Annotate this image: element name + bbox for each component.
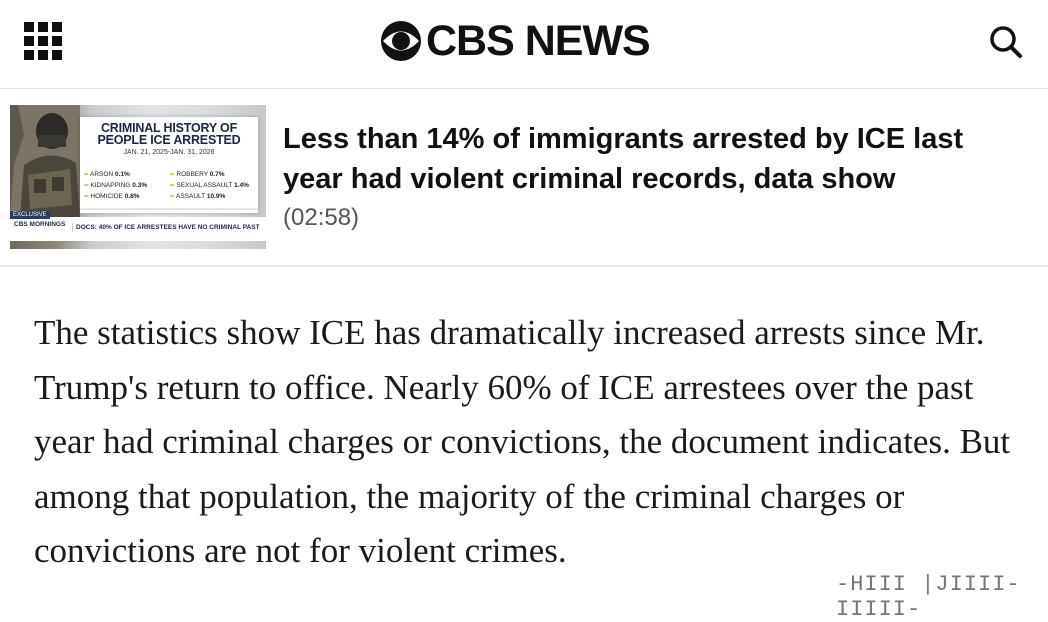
article-paragraph: The statistics show ICE has dramatically… [34,313,1011,570]
officer-image [10,105,80,217]
stat-item: •• SEXUAL ASSAULT 1.4% [170,182,249,189]
watermark: -HIII |JIIII- IIIII- [836,572,1021,622]
lower-third-banner [10,217,266,241]
video-title[interactable]: Less than 14% of immigrants arrested by … [283,123,964,195]
cbs-eye-icon [381,21,421,61]
infographic-stats: •• ARSON 0.1% •• ROBBERY 0.7% •• KIDNAPP… [84,169,256,202]
stat-item: •• HOMICIDE 0.8% [84,193,140,200]
infographic-card: CRIMINAL HISTORY OF PEOPLE ICE ARRESTED … [80,117,258,213]
video-thumbnail[interactable]: CRIMINAL HISTORY OF PEOPLE ICE ARRESTED … [10,105,266,249]
infographic-title: CRIMINAL HISTORY OF PEOPLE ICE ARRESTED [97,121,241,147]
top-nav-bar: CBS NEWS [0,0,1048,89]
grid-menu-icon[interactable] [24,22,62,60]
video-duration: (02:58) [283,204,360,231]
lower-third-text: DOCS: 40% OF ICE ARRESTEES HAVE NO CRIMI… [72,223,266,232]
infographic-date: JAN. 21, 2025-JAN. 31, 2026 [123,149,215,156]
stat-item: •• ROBBERY 0.7% [170,171,225,178]
stat-item: •• ARSON 0.1% [84,171,130,178]
stat-item: •• ASSAULT 10.9% [170,193,226,200]
brand-name: CBS NEWS [426,16,651,65]
exclusive-badge: EXCLUSIVE [10,211,50,219]
show-logo: CBS MORNINGS [14,221,66,228]
stat-item: •• KIDNAPPING 0.3% [84,182,148,189]
infographic-divider [80,208,258,210]
cbs-news-logo[interactable]: CBS NEWS [380,16,651,65]
search-icon[interactable] [986,22,1026,62]
video-item[interactable]: CRIMINAL HISTORY OF PEOPLE ICE ARRESTED … [0,89,1048,267]
